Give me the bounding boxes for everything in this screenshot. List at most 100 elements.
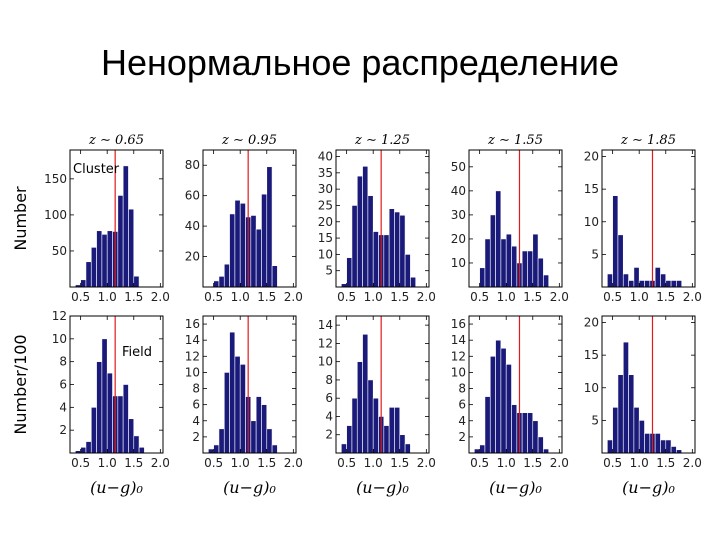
field-z1.25-bar-3 bbox=[351, 397, 358, 454]
cluster-z0.65-bar-7 bbox=[106, 230, 113, 288]
cluster-z1.25-bar-4 bbox=[356, 175, 363, 288]
field-z0.95-ytick-label-4: 10 bbox=[185, 365, 200, 379]
cluster-z0.65-ytick-label-0: 50 bbox=[52, 244, 67, 258]
field-z1.55-xtick-label-2: 1.5 bbox=[523, 456, 542, 470]
field-z0.95-bar-7 bbox=[239, 364, 246, 454]
field-z1.85-bar-3 bbox=[617, 374, 624, 454]
field-z1.25-bar-2 bbox=[346, 425, 353, 454]
field-z1.55-bar-8 bbox=[511, 404, 518, 454]
field-z1.25-bar-9 bbox=[383, 425, 390, 454]
cluster-z1.25-bar-13 bbox=[404, 254, 411, 288]
field-z1.25-ytick-label-6: 14 bbox=[318, 318, 333, 332]
field-z1.85-bar-1 bbox=[607, 439, 613, 454]
field-z1.85-bar-5 bbox=[628, 374, 635, 454]
cluster-z1.55-ytick-label-1: 20 bbox=[451, 232, 466, 246]
field-z1.55-ytick-label-0: 2 bbox=[458, 430, 466, 444]
field-z1.55-ytick-label-2: 6 bbox=[458, 398, 466, 412]
field-z0.65-bar-13 bbox=[138, 446, 145, 454]
field-z1.55-bar-2 bbox=[479, 444, 486, 454]
field-z0.95-bar-2 bbox=[213, 444, 220, 454]
cluster-z0.95-xtick-label-1: 1.0 bbox=[231, 290, 250, 304]
cluster-z1.55-ytick-label-3: 40 bbox=[451, 184, 466, 198]
cluster-z0.65-title: z ∼ 0.65 bbox=[88, 133, 144, 148]
field-z1.25-xtick-label-0: 0.5 bbox=[337, 456, 356, 470]
cluster-z1.55-bar-5 bbox=[495, 190, 502, 288]
x-axis-label-2: (u−g)₀ bbox=[356, 478, 409, 497]
cluster-z1.85-bar-3 bbox=[617, 234, 624, 288]
cluster-z1.85-bar-6 bbox=[633, 267, 640, 288]
cluster-z1.85-frame bbox=[601, 149, 696, 288]
cluster-z1.55-bar-11 bbox=[527, 250, 534, 288]
cluster-z0.65-ytick-label-2: 150 bbox=[44, 172, 67, 186]
cluster-z0.65-frame bbox=[69, 149, 164, 288]
field-z1.55-bar-11 bbox=[527, 412, 534, 454]
field-z1.85-ytick-label-3: 20 bbox=[584, 316, 599, 330]
field-z0.65-bar-2 bbox=[80, 446, 87, 454]
field-z1.25-bar-5 bbox=[362, 333, 369, 454]
cluster-z0.65-bar-4 bbox=[90, 247, 97, 288]
cluster-z0.65-bar-5 bbox=[96, 230, 103, 288]
field-z1.25-bar-12 bbox=[399, 434, 406, 454]
cluster-z1.25-ytick-label-0: 5 bbox=[325, 264, 333, 278]
cluster-z1.25-bar-11 bbox=[394, 211, 401, 288]
cluster-z0.65-bar-9 bbox=[117, 195, 124, 288]
field-z1.25-bar-1 bbox=[341, 443, 347, 454]
cluster-z1.55-bar-3 bbox=[484, 238, 491, 288]
field-z1.85-ytick-label-2: 15 bbox=[584, 348, 599, 362]
field-z0.95-ytick-label-7: 16 bbox=[185, 317, 200, 331]
cluster-annotation: Cluster bbox=[73, 162, 120, 177]
field-z1.85-bar-8 bbox=[644, 433, 651, 454]
cluster-z1.25-bar-9 bbox=[383, 234, 390, 288]
cluster-z0.65-bar-10 bbox=[122, 165, 129, 288]
cluster-z1.85-bar-12 bbox=[665, 280, 672, 288]
cluster-z1.25-ytick-label-3: 20 bbox=[318, 215, 333, 229]
field-z0.95-bar-5 bbox=[229, 331, 236, 454]
cluster-z1.85-bar-5 bbox=[628, 280, 635, 288]
field-z1.25-ytick-label-4: 10 bbox=[318, 355, 333, 369]
field-z0.65-ytick-label-2: 6 bbox=[59, 378, 67, 392]
field-z1.55-bar-5 bbox=[495, 339, 502, 454]
field-z1.55-bar-4 bbox=[489, 355, 496, 454]
field-z1.85-bar-7 bbox=[638, 420, 645, 454]
cluster-z1.85-ytick-label-2: 15 bbox=[584, 182, 599, 196]
field-z1.25-xtick-label-2: 1.5 bbox=[390, 456, 409, 470]
cluster-z0.95-frame bbox=[202, 149, 297, 288]
cluster-z1.25-ytick-label-6: 35 bbox=[318, 166, 333, 180]
cluster-z0.65-xtick-label-1: 1.0 bbox=[98, 290, 117, 304]
cluster-z1.85-bar-4 bbox=[622, 273, 629, 288]
field-z0.65-ytick-label-0: 2 bbox=[59, 423, 67, 437]
cluster-z1.85-xtick-label-0: 0.5 bbox=[603, 290, 622, 304]
field-z0.95-bar-6 bbox=[234, 355, 241, 454]
field-z1.55-ytick-label-7: 16 bbox=[451, 317, 466, 331]
cluster-z1.55-bar-10 bbox=[521, 250, 528, 288]
field-z0.95-frame bbox=[202, 315, 297, 454]
field-z0.65-ytick-label-1: 4 bbox=[59, 400, 67, 414]
x-axis-label-0: (u−g)₀ bbox=[90, 478, 143, 497]
cluster-z0.65-xtick-label-2: 1.5 bbox=[124, 290, 143, 304]
cluster-z1.25-ytick-label-2: 15 bbox=[318, 231, 333, 245]
cluster-z0.65-bar-11 bbox=[128, 208, 135, 288]
cluster-z0.95-ytick-label-3: 80 bbox=[185, 158, 200, 172]
cluster-z1.55-xtick-label-1: 1.0 bbox=[497, 290, 516, 304]
cluster-z1.25-bar-7 bbox=[372, 231, 379, 288]
cluster-z0.95-xtick-label-0: 0.5 bbox=[204, 290, 223, 304]
field-z1.85-frame bbox=[601, 315, 696, 454]
field-z0.95-xtick-label-1: 1.0 bbox=[231, 456, 250, 470]
cluster-z0.95-bar-11 bbox=[261, 193, 268, 288]
field-z1.55-bar-7 bbox=[505, 364, 512, 454]
field-z1.55-ytick-label-3: 8 bbox=[458, 382, 466, 396]
field-z0.95-xtick-label-2: 1.5 bbox=[257, 456, 276, 470]
field-z1.25-ytick-label-3: 8 bbox=[325, 373, 333, 387]
cluster-z0.65-xtick-label-0: 0.5 bbox=[71, 290, 90, 304]
cluster-z1.25-bar-6 bbox=[367, 195, 374, 288]
field-z0.65-bar-7 bbox=[106, 372, 113, 454]
field-z0.95-bar-3 bbox=[218, 428, 225, 454]
cluster-z1.85-bar-8 bbox=[644, 280, 651, 288]
field-z1.55-xtick-label-1: 1.0 bbox=[497, 456, 516, 470]
cluster-z0.95-bar-3 bbox=[218, 276, 225, 288]
cluster-z1.55-xtick-label-2: 1.5 bbox=[523, 290, 542, 304]
cluster-z1.55-bar-6 bbox=[500, 238, 507, 288]
cluster-z1.55-frame bbox=[468, 149, 563, 288]
page-title: Ненормальное распределение bbox=[100, 42, 620, 83]
